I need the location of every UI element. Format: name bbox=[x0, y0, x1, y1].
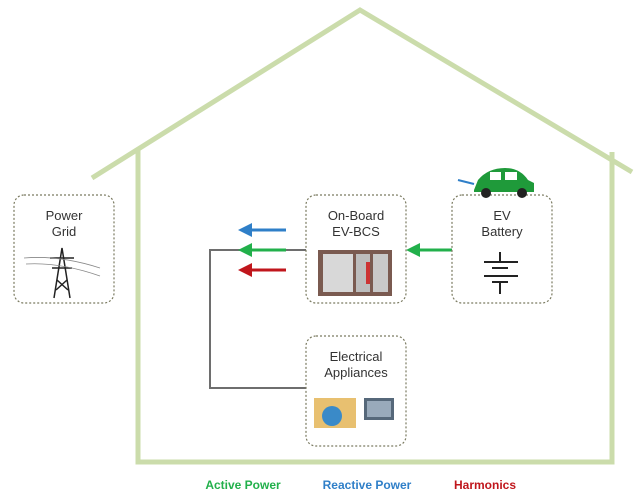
node-label: EV bbox=[493, 208, 511, 223]
diagram: PowerGrid On-BoardEV-BCS EVBattery Electric… bbox=[0, 0, 635, 495]
car-icon bbox=[458, 168, 534, 198]
node-label: Power bbox=[46, 208, 84, 223]
legend-label: Reactive Power bbox=[323, 478, 412, 492]
node-label: Grid bbox=[52, 224, 77, 239]
node-label: Battery bbox=[481, 224, 523, 239]
legend-label: Active Power bbox=[205, 478, 281, 492]
node-label: EV-BCS bbox=[332, 224, 380, 239]
node-label: On-Board bbox=[328, 208, 384, 223]
bcs-image bbox=[318, 250, 392, 296]
node-label: Appliances bbox=[324, 365, 388, 380]
legend-label: Harmonics bbox=[454, 478, 516, 492]
node-label: Electrical bbox=[330, 349, 383, 364]
